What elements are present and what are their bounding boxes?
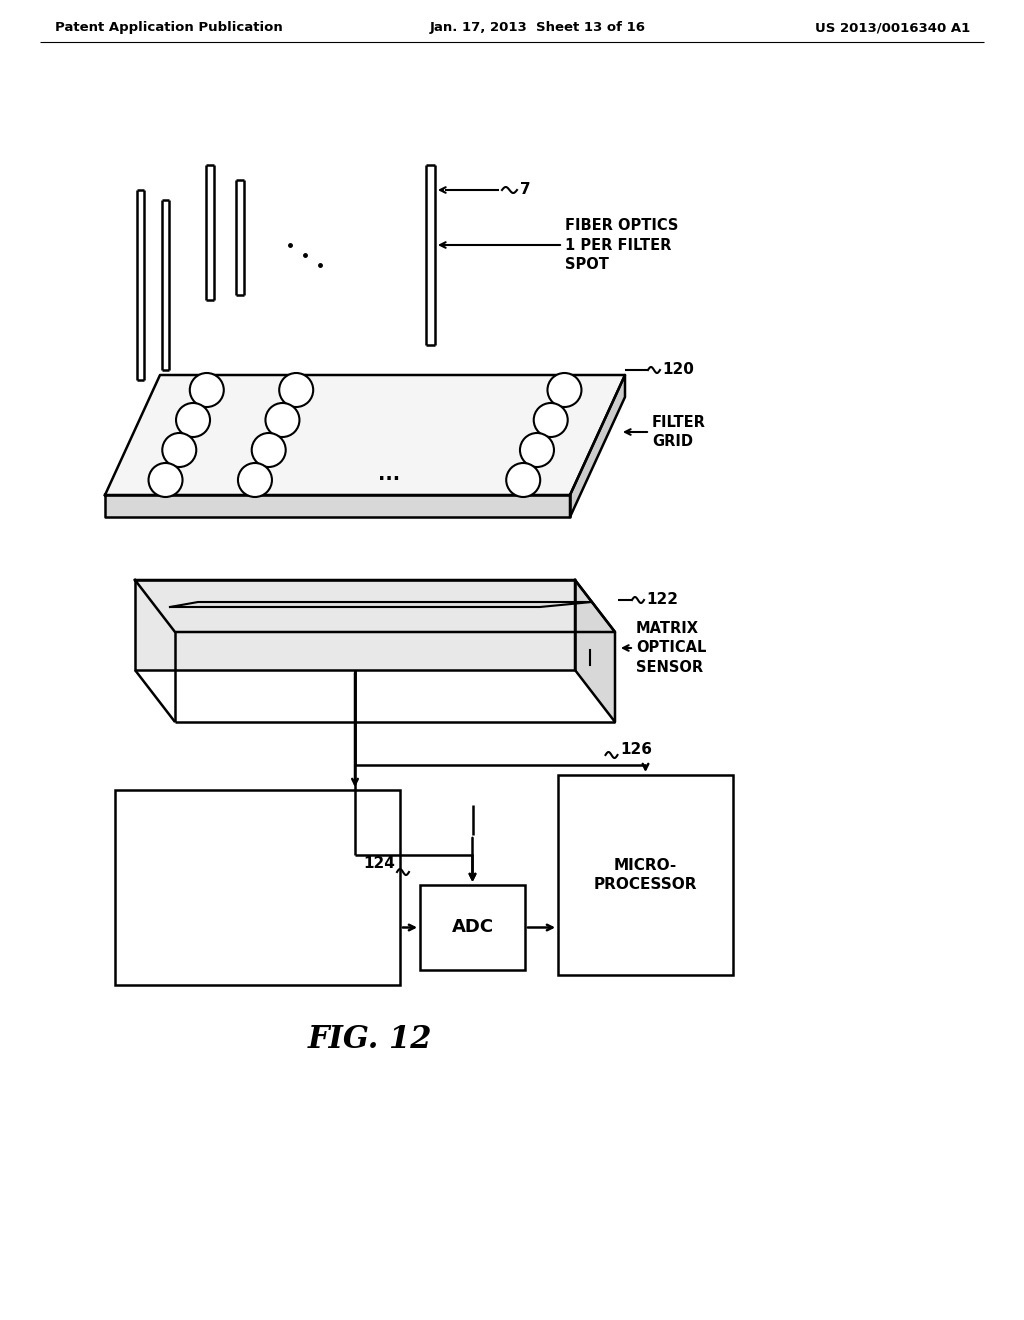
Text: MICRO-
PROCESSOR: MICRO- PROCESSOR: [594, 858, 697, 892]
Circle shape: [189, 374, 224, 407]
Text: 124: 124: [364, 857, 395, 871]
Bar: [558, 775, 733, 975]
Text: MATRIX
OPTICAL
SENSOR: MATRIX OPTICAL SENSOR: [636, 620, 707, 676]
Circle shape: [280, 374, 313, 407]
Circle shape: [548, 374, 582, 407]
Text: US 2013/0016340 A1: US 2013/0016340 A1: [815, 21, 970, 34]
Text: ADC: ADC: [452, 919, 494, 936]
Text: 122: 122: [646, 593, 678, 607]
Text: 7: 7: [520, 182, 530, 198]
Circle shape: [534, 403, 567, 437]
Circle shape: [265, 403, 299, 437]
Text: FIBER OPTICS
1 PER FILTER
SPOT: FIBER OPTICS 1 PER FILTER SPOT: [565, 218, 678, 272]
Circle shape: [148, 463, 182, 498]
Polygon shape: [105, 495, 570, 517]
Polygon shape: [135, 579, 575, 671]
Circle shape: [506, 463, 541, 498]
Circle shape: [252, 433, 286, 467]
Text: 126: 126: [621, 742, 652, 758]
Polygon shape: [135, 579, 615, 632]
Text: FILTER
GRID: FILTER GRID: [652, 414, 706, 449]
Text: ...: ...: [378, 466, 400, 484]
Text: Jan. 17, 2013  Sheet 13 of 16: Jan. 17, 2013 Sheet 13 of 16: [430, 21, 646, 34]
Circle shape: [520, 433, 554, 467]
Circle shape: [162, 433, 197, 467]
Circle shape: [176, 403, 210, 437]
Polygon shape: [575, 579, 615, 722]
Polygon shape: [170, 602, 592, 607]
Bar: [115, 789, 400, 985]
Text: Patent Application Publication: Patent Application Publication: [55, 21, 283, 34]
Bar: [420, 884, 525, 970]
Text: FIG. 12: FIG. 12: [308, 1024, 432, 1056]
Circle shape: [238, 463, 272, 498]
Text: 120: 120: [662, 363, 694, 378]
Polygon shape: [105, 375, 625, 495]
Polygon shape: [570, 375, 625, 517]
